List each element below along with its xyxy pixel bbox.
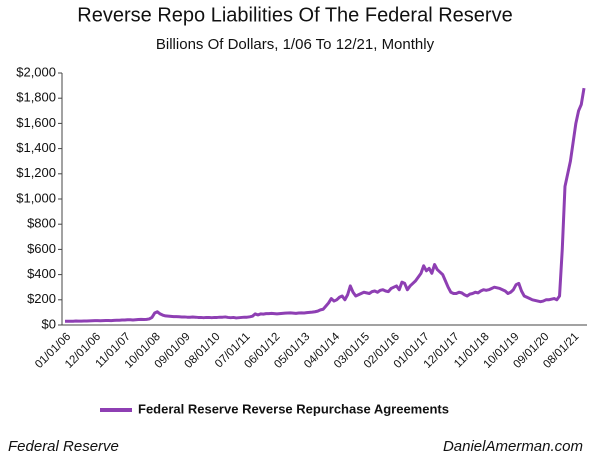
- source-note: Federal Reserve: [8, 438, 119, 455]
- y-tick-label: $1,000: [16, 190, 56, 205]
- chart-title: Reverse Repo Liabilities Of The Federal …: [77, 4, 512, 26]
- y-tick-label: $1,600: [16, 115, 56, 130]
- y-tick-label: $1,200: [16, 165, 56, 180]
- y-tick-label: $600: [27, 241, 56, 256]
- credit-note: DanielAmerman.com: [443, 438, 583, 455]
- chart-subtitle: Billions Of Dollars, 1/06 To 12/21, Mont…: [156, 36, 435, 53]
- y-tick-label: $2,000: [16, 64, 56, 79]
- legend-label: Federal Reserve Reverse Repurchase Agree…: [138, 401, 449, 416]
- data-line: [65, 87, 586, 323]
- y-tick-label: $200: [27, 291, 56, 306]
- y-tick-label: $0: [42, 316, 56, 331]
- y-tick-label: $1,800: [16, 90, 56, 105]
- y-tick-label: $1,400: [16, 140, 56, 155]
- y-tick-label: $800: [27, 216, 56, 231]
- y-tick-label: $400: [27, 266, 56, 281]
